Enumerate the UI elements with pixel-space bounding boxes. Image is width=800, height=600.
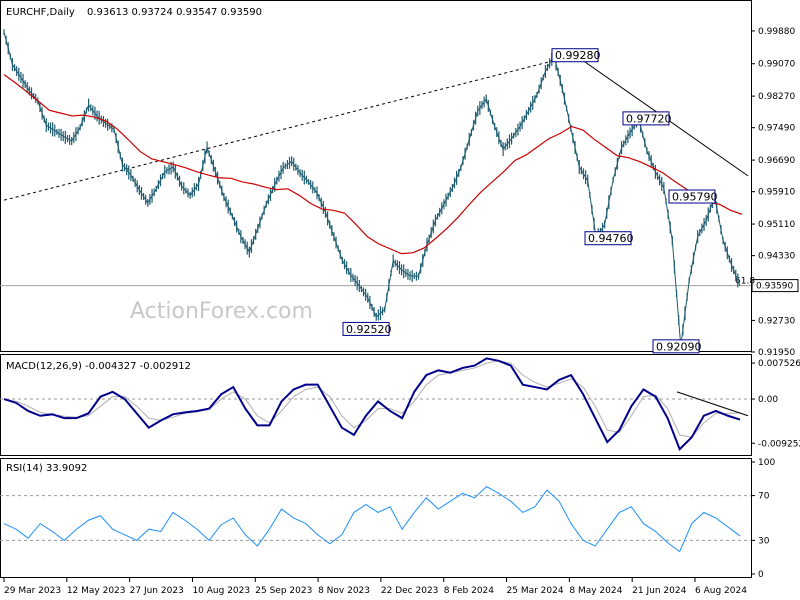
price-annotation-box xyxy=(622,111,670,126)
rsi-line xyxy=(3,486,741,553)
rsi-title: RSI(14) 33.9092 xyxy=(6,463,87,474)
y-tick-label: 0.91950 xyxy=(758,348,795,358)
macd-title: MACD(12,26,9) -0.004327 -0.002912 xyxy=(6,361,191,372)
macd-line xyxy=(3,357,741,452)
y-tick-label: 0.99070 xyxy=(758,60,795,70)
price-annotation-box xyxy=(652,339,700,354)
price-annotation-box xyxy=(584,231,632,246)
rsi-panel xyxy=(0,458,752,578)
price-annotation-label: 0.94760 xyxy=(588,232,634,245)
price-annotation-box xyxy=(668,189,716,204)
x-tick-label: 25 Sep 2023 xyxy=(255,586,312,596)
watermark: ActionForex.com xyxy=(130,299,313,324)
x-tick-label: 8 May 2024 xyxy=(569,586,622,596)
y-tick-label: 0.95910 xyxy=(758,188,795,198)
fib-label: 61.8 xyxy=(735,277,755,287)
macd-tick-label: 0.007526 xyxy=(758,359,800,369)
dotted-trendline xyxy=(3,54,576,201)
price-annotation-label: 0.95790 xyxy=(672,191,718,204)
last-price-label: 0.93590 xyxy=(756,282,793,292)
macd-trendline xyxy=(676,391,749,417)
y-tick-label: 0.97490 xyxy=(758,124,795,134)
rsi-tick-label: 100 xyxy=(758,458,775,468)
y-tick-label: 0.99880 xyxy=(758,27,795,37)
price-annotation-label: 0.92090 xyxy=(656,340,702,353)
y-tick-label: 0.94330 xyxy=(758,252,795,262)
x-tick-label: 12 May 2023 xyxy=(67,586,126,596)
main-title: EURCHF,Daily xyxy=(6,7,75,18)
rsi-tick-label: 30 xyxy=(758,536,770,546)
x-tick-label: 8 Nov 2023 xyxy=(318,586,370,596)
macd-tick-label: -0.009252 xyxy=(758,439,800,449)
x-tick-label: 22 Dec 2023 xyxy=(381,586,439,596)
x-tick-label: 29 Mar 2023 xyxy=(4,586,61,596)
main-panel xyxy=(0,0,752,352)
price-annotation-label: 0.99280 xyxy=(555,49,601,62)
y-tick-label: 0.95110 xyxy=(758,220,795,230)
rsi-tick-label: 0 xyxy=(758,570,764,580)
x-tick-label: 21 Jun 2024 xyxy=(632,586,686,596)
x-tick-label: 8 Feb 2024 xyxy=(444,586,495,596)
price-annotation-box xyxy=(551,48,599,63)
price-annotation-label: 0.97720 xyxy=(626,112,672,125)
rsi-tick-label: 70 xyxy=(758,492,770,502)
price-annotation-label: 0.92520 xyxy=(346,323,392,336)
moving-average-line xyxy=(3,74,743,255)
x-tick-label: 25 Mar 2024 xyxy=(507,586,564,596)
y-tick-label: 0.96690 xyxy=(758,156,795,166)
x-tick-label: 10 Aug 2023 xyxy=(192,586,250,596)
x-tick-label: 27 Jun 2023 xyxy=(130,586,184,596)
y-tick-label: 0.98270 xyxy=(758,92,795,102)
price-annotation-box xyxy=(342,321,390,336)
macd-tick-label: 0.00 xyxy=(758,395,778,405)
x-tick-label: 6 Aug 2024 xyxy=(695,586,747,596)
price-series-line xyxy=(3,32,741,347)
ohlc-label: 0.93613 0.93724 0.93547 0.93590 xyxy=(87,7,262,18)
y-tick-label: 0.92730 xyxy=(758,316,795,326)
last-price-box xyxy=(751,279,799,293)
